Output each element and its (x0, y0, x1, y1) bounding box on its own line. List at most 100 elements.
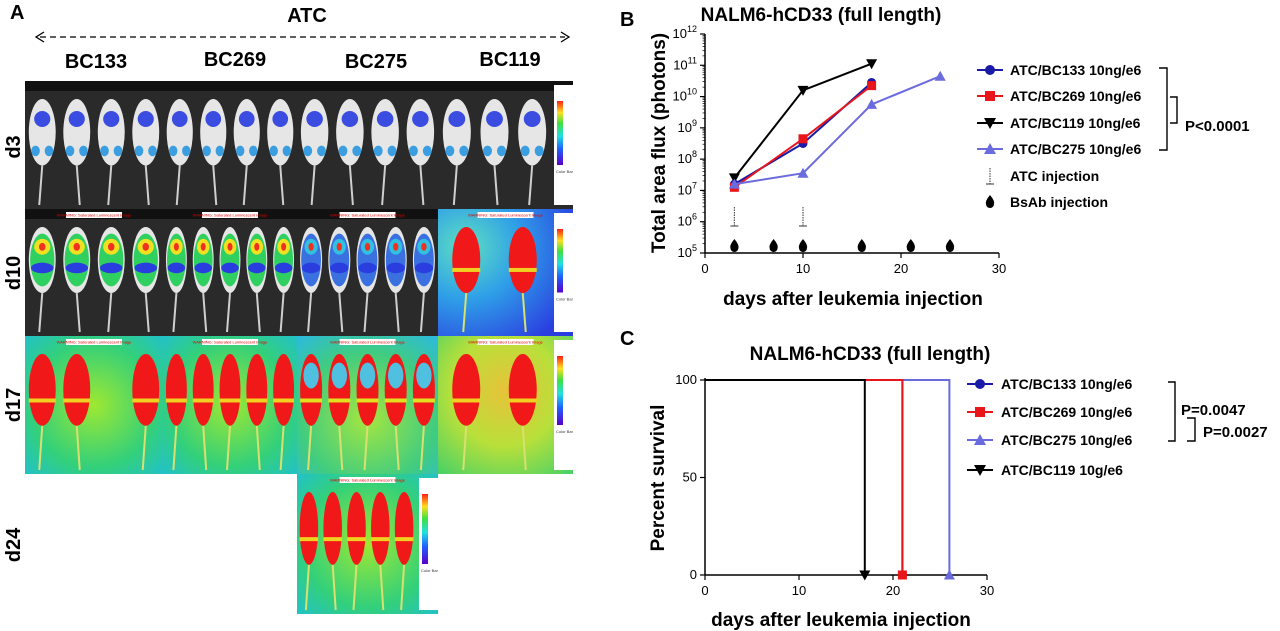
mouse (219, 226, 241, 333)
mouse-tail (38, 425, 44, 471)
signal-spot (308, 242, 314, 251)
row-label-d24: d24 (3, 527, 25, 562)
signal-band (394, 537, 414, 542)
mouse-tail (493, 165, 499, 206)
saturated-body (273, 354, 295, 426)
chart-c-title: NALM6-hCD33 (full length) (750, 344, 991, 365)
warning-box (202, 212, 258, 218)
mouse (132, 354, 160, 471)
saturated-body (452, 226, 481, 294)
mouse-body (442, 99, 471, 166)
mouse-tail (75, 425, 81, 471)
mouse (97, 226, 125, 333)
atc-injection-syringe-icon (799, 207, 807, 227)
signal-spot (34, 110, 51, 127)
signal-band (65, 262, 89, 274)
mouse (518, 99, 547, 206)
mouse-tail (175, 165, 181, 206)
mouse (356, 226, 379, 333)
mouse (371, 99, 399, 206)
mouse-tail (202, 425, 208, 471)
warning-text: WARNING: Saturated Luminescent Image (330, 340, 406, 345)
mouse-tail (348, 165, 354, 206)
chart-c-y-tick-label: 100 (675, 372, 697, 387)
signal-spot (100, 145, 109, 157)
mouse (300, 354, 323, 471)
mouse-tail (307, 425, 313, 471)
warning-text: WARNING: Saturated Luminescent Image (330, 213, 406, 218)
mouse-body (132, 99, 160, 166)
legend-bsab-injection: BsAb injection (1010, 194, 1108, 210)
signal-spot (448, 110, 466, 127)
warning-text: WARNING: Saturated Luminescent Image (330, 478, 406, 483)
chart-c-x-tick-label: 10 (792, 583, 806, 598)
legend-label: ATC/BC269 10ng/e6 (1001, 404, 1132, 420)
legend-label: ATC/BC119 10g/e6 (1001, 462, 1123, 478)
chart-b-point-2-1 (797, 85, 809, 96)
signal-spot (238, 110, 255, 127)
chart-c-series-line-3 (705, 379, 866, 575)
chart-b-x-tick-label: 20 (894, 261, 908, 276)
mouse-body (166, 99, 193, 166)
chart-b-x-tick-label: 0 (701, 261, 708, 276)
legend-marker-square (985, 91, 995, 101)
legend-marker-triangle-down (974, 465, 986, 476)
signal-band (63, 398, 91, 403)
mouse-tail (75, 292, 81, 333)
image-cell-d3-bc133 (25, 81, 163, 209)
mouse (384, 354, 407, 471)
mouse (165, 354, 187, 471)
signal-spot (422, 145, 432, 157)
signal-spot (227, 242, 233, 251)
mouse-tail (107, 292, 113, 333)
mouse-body (200, 99, 227, 166)
signal-band (219, 398, 241, 403)
chart-c-pvalue-brackets (1168, 381, 1196, 442)
mouse (28, 226, 56, 333)
legend-marker-square (975, 407, 985, 417)
signal-spot (303, 362, 319, 389)
column-header-bc119: BC119 (479, 49, 540, 71)
bsab-injection-drop-icon (730, 239, 739, 252)
column-header-bc133: BC133 (65, 51, 127, 73)
mouse (394, 492, 414, 611)
signal-spot (459, 145, 469, 157)
signal-spot (68, 110, 85, 127)
mouse (508, 354, 537, 471)
warning-box (339, 339, 396, 345)
chart-b-point-3-3 (934, 70, 946, 81)
mouse (132, 99, 160, 206)
signal-spot (352, 145, 362, 157)
signal-band (371, 537, 390, 542)
mouse-tail (363, 292, 369, 333)
mouse-body (406, 99, 435, 166)
mouse (452, 354, 481, 471)
signal-band (347, 537, 366, 542)
mouse-tail (172, 292, 178, 333)
saturated-body (508, 226, 537, 294)
mouse-tail (279, 165, 285, 206)
chart-b-y-tick-label: 105 (678, 243, 697, 260)
chart-c-point-3 (859, 570, 871, 581)
mouse-body (371, 99, 399, 166)
mouse-tail (242, 165, 248, 206)
chart-b-point-2-0 (728, 173, 740, 184)
atc-injection-syringe-icon (730, 207, 739, 227)
mouse-tail (338, 292, 344, 333)
mouse-tail (172, 425, 178, 471)
chart-b-y-tick-label: 109 (678, 118, 697, 135)
bsab-injection-drop-icon (945, 239, 955, 252)
signal-band (194, 262, 212, 274)
chart-b-y-tick-label: 1010 (673, 87, 697, 104)
image-cell-d10-bc269: WARNING: Saturated Luminescent Image (163, 209, 297, 336)
mouse-tail (462, 292, 468, 333)
mouse-tail (394, 425, 400, 471)
warning-box (66, 212, 122, 218)
column-header-bc275: BC275 (345, 51, 407, 73)
signal-spot (520, 145, 530, 157)
mouse-tail (419, 165, 425, 206)
warning-box (477, 339, 534, 345)
chart-b-x-tick-label: 10 (796, 261, 810, 276)
chart-b-y-tick-label: 108 (678, 149, 697, 166)
mouse-tail (307, 292, 313, 333)
